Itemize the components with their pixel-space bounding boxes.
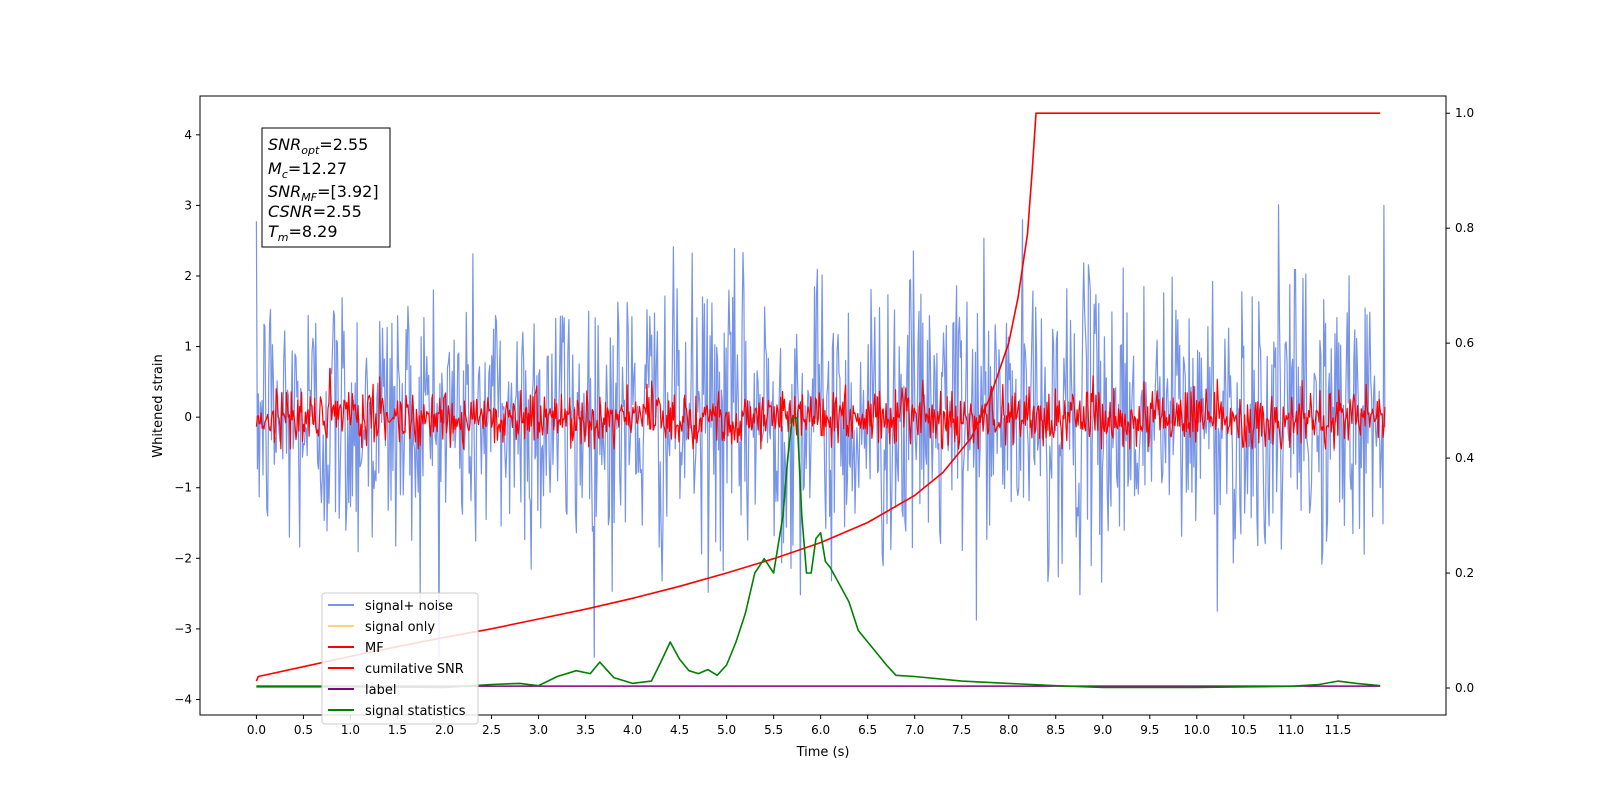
y2-tick-label: 0.8 [1455,221,1474,235]
legend-entry-mf: MF [328,641,384,656]
x-tick-label: 0.5 [294,723,313,737]
x-tick-label: 8.0 [999,723,1018,737]
legend-box [321,592,479,725]
y-tick-label: −3 [174,622,192,636]
y-tick-label: 1 [184,340,192,354]
x-tick-label: 1.0 [341,723,360,737]
x-tick-label: 11.0 [1277,723,1304,737]
legend-label-mf: MF [365,641,384,656]
y2-tick-label: 0.4 [1455,451,1474,465]
x-tick-label: 5.5 [764,723,783,737]
y-tick-label: 2 [184,269,192,283]
y2-axis: 1.0 0.8 0.6 0.4 0.2 0.0 [1446,106,1474,695]
x-tick-label: 6.5 [858,723,877,737]
x-tick-label: 7.5 [952,723,971,737]
legend-entry-signal-statistics: signal statistics [328,704,466,719]
y-tick-label: 0 [184,410,192,424]
x-axis-label: Time (s) [796,745,850,760]
legend: signal+ noise signal only MF cumilative … [321,592,479,725]
y2-tick-label: 0.0 [1455,681,1474,695]
y-tick-label: 4 [184,128,192,142]
series-signal-statistics [256,417,1381,689]
x-tick-label: 9.5 [1140,723,1159,737]
legend-label-cumulative-snr: cumilative SNR [365,662,464,677]
info-mc: Mc=12.27 [268,159,347,181]
y-axis-label: Whitened strain [151,354,166,457]
x-tick-label: 0.0 [247,723,266,737]
series-mf [255,367,1386,450]
x-tick-label: 3.5 [576,723,595,737]
y2-tick-label: 0.6 [1455,336,1474,350]
x-tick-label: 9.0 [1093,723,1112,737]
info-snr-opt: SNRopt=2.55 [268,135,368,157]
y-tick-label: −1 [174,481,192,495]
x-tick-label: 2.5 [482,723,501,737]
y-axis: 4 3 2 1 0 −1 −2 −3 −4 [174,128,200,706]
info-snr-mf: SNRMF=[3.92] [268,182,379,204]
legend-label-label: label [365,683,396,698]
x-tick-label: 2.0 [435,723,454,737]
y2-tick-label: 1.0 [1455,106,1474,120]
x-tick-label: 5.0 [717,723,736,737]
info-tm: Tm=8.29 [268,222,338,244]
legend-label-signal-statistics: signal statistics [365,704,466,719]
x-axis: 0.0 0.5 1.0 1.5 2.0 2.5 3.0 3.5 4.0 4.5 5.0 5.5 6.0 6… [247,715,1351,737]
info-box: SNRopt=2.55 Mc=12.27 SNRMF=[3.92] CSNR=2… [261,127,391,248]
x-tick-label: 4.0 [623,723,642,737]
x-tick-label: 1.5 [388,723,407,737]
x-tick-label: 10.5 [1230,723,1257,737]
legend-label-signal-only: signal only [365,620,435,635]
legend-entry-signal-noise: signal+ noise [328,599,453,614]
x-tick-label: 6.0 [811,723,830,737]
x-tick-label: 4.5 [670,723,689,737]
x-tick-label: 8.5 [1046,723,1065,737]
x-tick-label: 3.0 [529,723,548,737]
legend-entry-cumulative-snr: cumilative SNR [328,662,464,677]
legend-entry-signal-only: signal only [328,620,435,635]
y2-tick-label: 0.2 [1455,566,1474,580]
y-tick-label: −2 [174,551,192,565]
legend-entry-label: label [328,683,396,698]
legend-label-signal-noise: signal+ noise [365,599,453,614]
plot-frame [199,95,1447,716]
info-csnr: CSNR=2.55 [268,202,362,221]
y-tick-label: 3 [184,198,192,212]
y-tick-label: −4 [174,692,192,706]
x-tick-label: 11.5 [1324,723,1351,737]
x-tick-label: 10.0 [1183,723,1210,737]
x-tick-label: 7.0 [905,723,924,737]
